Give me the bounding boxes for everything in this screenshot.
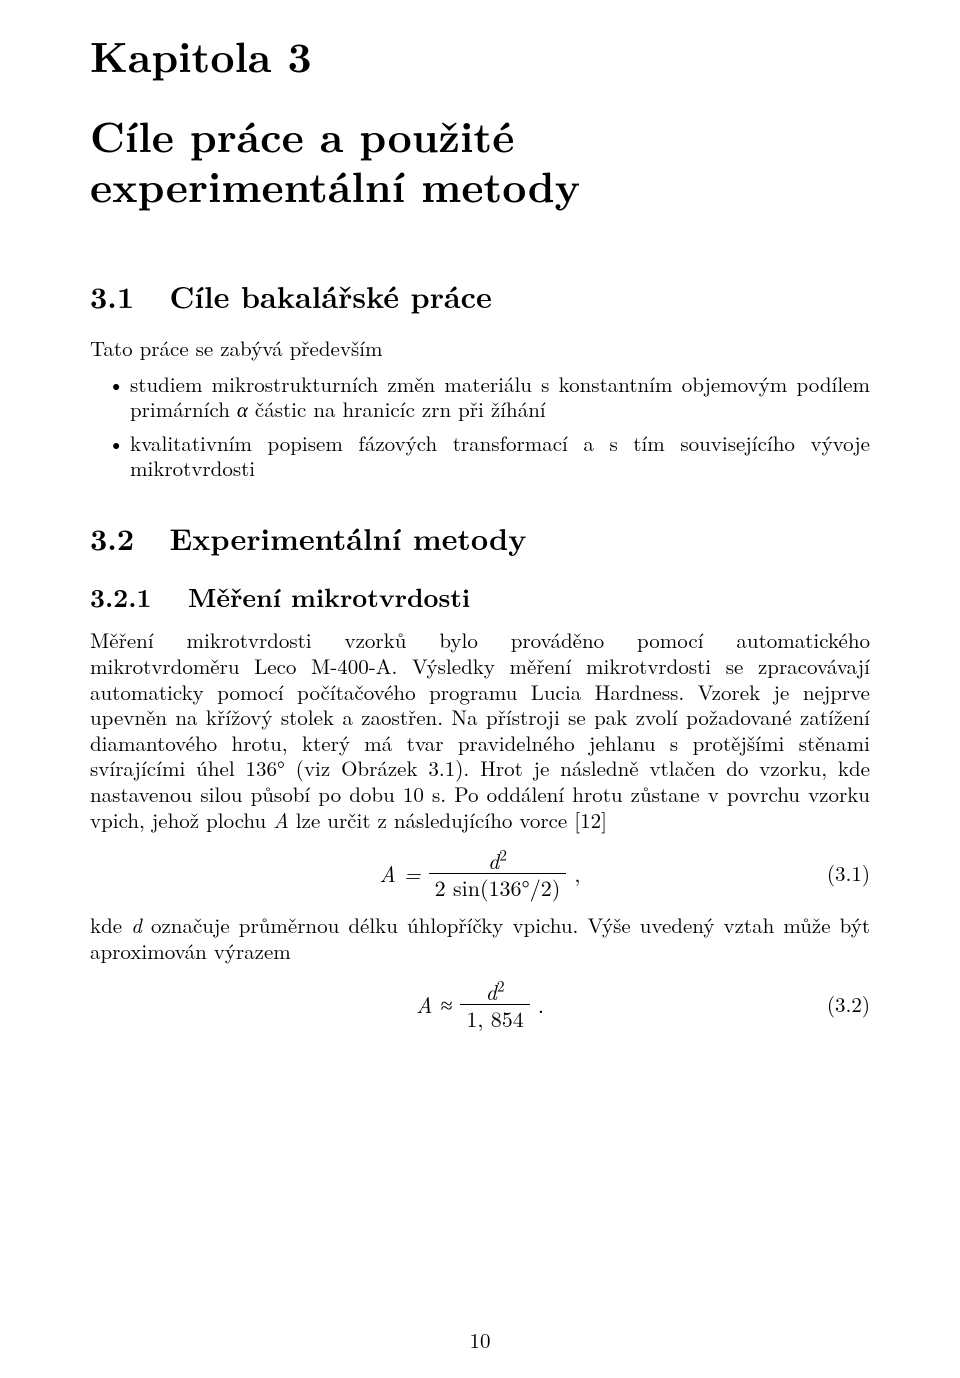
section-3-2-title: Experimentální metody (170, 516, 527, 559)
bullet-2-text: kvalitativním popisem fázových transform… (130, 428, 870, 484)
eq1-denominator: 2 sin(136°/2) (429, 873, 567, 899)
equation-3-2-body: A ≈ d2 1, 854 . (416, 980, 544, 1030)
eq1-trailing: , (574, 861, 580, 888)
eq1-numerator: d2 (482, 849, 513, 873)
equation-3-1-body: A = d2 2 sin(136°/2) , (380, 849, 581, 899)
eq1-num-exp: 2 (499, 845, 507, 866)
para1-A: A (273, 805, 289, 835)
page: Kapitola 3 Cíle práce a použité experime… (0, 0, 960, 1378)
equation-3-2: A ≈ d2 1, 854 . (3.2) (90, 978, 870, 1032)
section-3-2-heading: 3.2 Experimentální metody (90, 520, 870, 557)
chapter-title-line2: experimentální metody (90, 155, 580, 215)
section-3-2-number: 3.2 (90, 520, 158, 557)
section-3-2-1-para2: kde d označuje průměrnou délku úhlopříčk… (90, 913, 870, 964)
eq2-number: (3.2) (827, 993, 870, 1019)
eq2-num-exp: 2 (497, 976, 505, 997)
eq2-denominator: 1, 854 (460, 1004, 529, 1030)
bullet-1-alpha: α (237, 394, 248, 424)
section-3-2-1-para1: Měření mikrotvrdosti vzorků bylo provádě… (90, 628, 870, 833)
eq2-lhs: A ≈ (416, 992, 452, 1019)
chapter-title: Cíle práce a použité experimentální meto… (90, 111, 870, 210)
eq2-numerator: d2 (480, 980, 511, 1004)
section-3-1-number: 3.1 (90, 278, 158, 315)
eq1-number: (3.1) (827, 861, 870, 887)
chapter-label: Kapitola 3 (90, 30, 870, 81)
para1-tail: lze určit z následujícího vorce [12] (289, 805, 607, 835)
section-3-2-1-number: 3.2.1 (90, 581, 178, 613)
eq1-fraction: d2 2 sin(136°/2) (429, 849, 567, 899)
section-3-1-heading: 3.1 Cíle bakalářské práce (90, 278, 870, 315)
eq2-trailing: . (538, 992, 544, 1019)
section-3-1-bullets: studiem mikrostrukturních změn materiálu… (90, 372, 870, 482)
section-3-1-intro: Tato práce se zabývá především (90, 336, 870, 362)
eq2-fraction: d2 1, 854 (460, 980, 529, 1030)
page-number: 10 (0, 1328, 960, 1354)
section-3-1-title: Cíle bakalářské práce (170, 274, 492, 317)
equation-3-1: A = d2 2 sin(136°/2) , (3.1) (90, 847, 870, 901)
bullet-2: kvalitativním popisem fázových transform… (90, 431, 870, 482)
section-3-2-1-heading: 3.2.1 Měření mikrotvrdosti (90, 581, 870, 613)
bullet-1: studiem mikrostrukturních změn materiálu… (90, 372, 870, 423)
section-3-2-1-title: Měření mikrotvrdosti (188, 578, 470, 615)
para1-text: Měření mikrotvrdosti vzorků bylo provádě… (90, 625, 870, 834)
eq1-lhs: A = (380, 861, 421, 888)
bullet-1-post: částic na hranicíc zrn při žíhání (248, 394, 546, 424)
para2-post: označuje průměrnou délku úhlopříčky vpic… (90, 910, 870, 966)
